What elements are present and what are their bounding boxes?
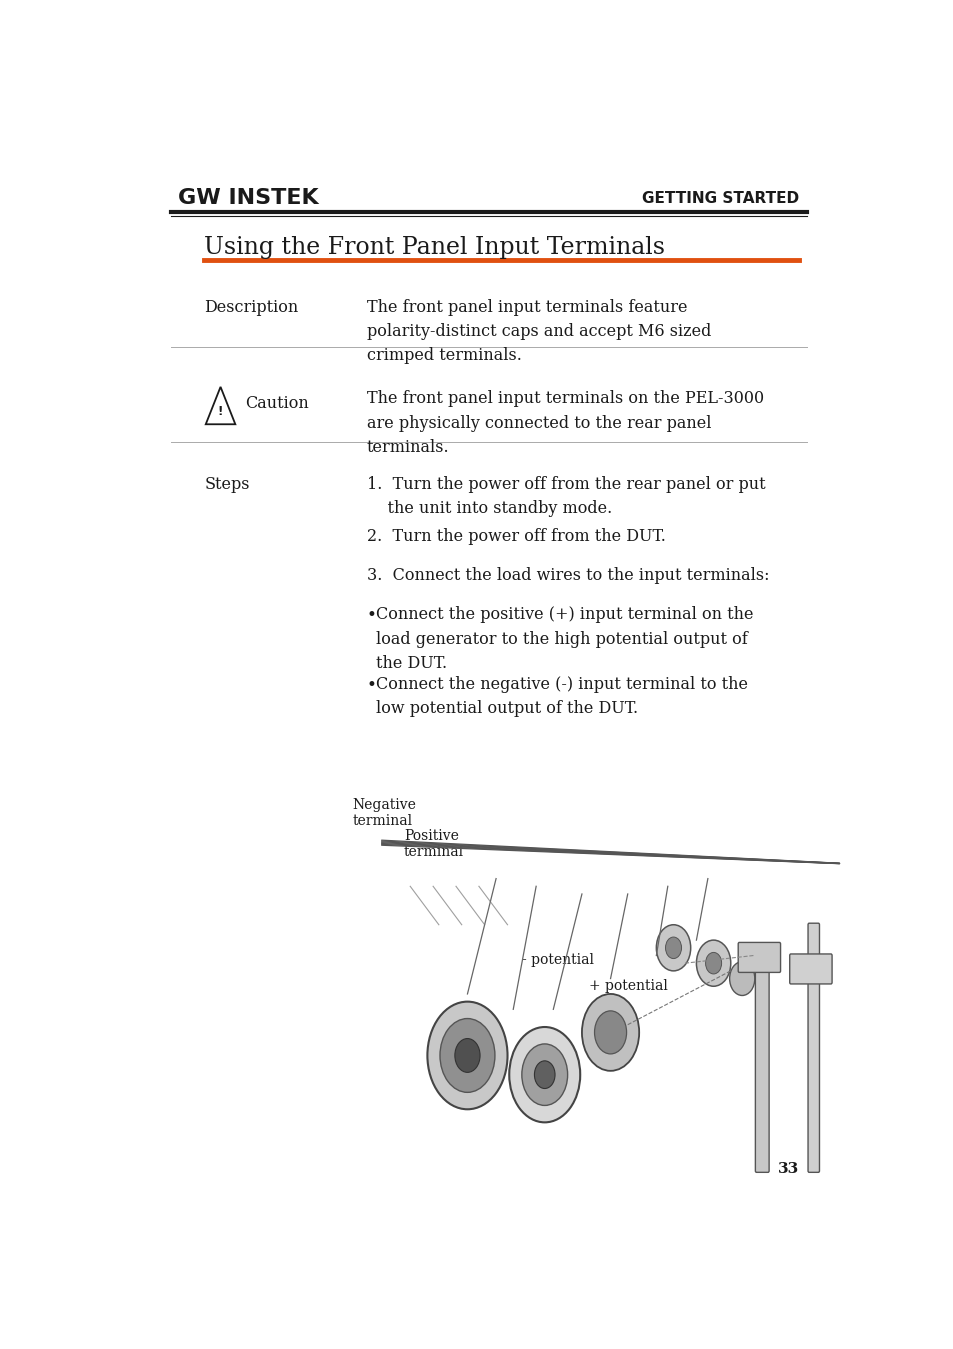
Circle shape [696,940,730,986]
Circle shape [509,1027,579,1122]
Text: The front panel input terminals on the PEL-3000
are physically connected to the : The front panel input terminals on the P… [367,390,763,456]
Circle shape [594,1010,626,1054]
Circle shape [534,1060,555,1089]
Text: The front panel input terminals feature
polarity-distinct caps and accept M6 siz: The front panel input terminals feature … [367,299,711,364]
Text: GW INSTEK: GW INSTEK [178,189,318,208]
Text: Using the Front Panel Input Terminals: Using the Front Panel Input Terminals [204,236,664,259]
Text: GETTING STARTED: GETTING STARTED [641,190,799,206]
Text: Caution: Caution [245,394,309,411]
Circle shape [729,962,754,996]
Circle shape [656,925,690,971]
Circle shape [427,1001,507,1109]
Circle shape [705,952,720,974]
Circle shape [665,938,680,959]
Circle shape [455,1039,479,1072]
Text: Steps: Steps [204,476,250,492]
Circle shape [581,994,639,1071]
Text: Connect the positive (+) input terminal on the
load generator to the high potent: Connect the positive (+) input terminal … [375,607,753,672]
Text: - potential: - potential [521,954,594,967]
Text: 1.  Turn the power off from the rear panel or put
    the unit into standby mode: 1. Turn the power off from the rear pane… [367,476,764,517]
Text: Negative
terminal: Negative terminal [352,797,416,828]
FancyBboxPatch shape [807,923,819,1172]
Text: 3.  Connect the load wires to the input terminals:: 3. Connect the load wires to the input t… [367,567,769,584]
Text: 2.  Turn the power off from the DUT.: 2. Turn the power off from the DUT. [367,527,665,545]
Circle shape [521,1044,567,1105]
Text: !: ! [217,406,223,418]
Text: •: • [367,607,376,625]
Text: Connect the negative (-) input terminal to the
low potential output of the DUT.: Connect the negative (-) input terminal … [375,676,747,718]
Text: •: • [367,676,376,693]
Text: Positive
terminal: Positive terminal [403,828,463,859]
FancyBboxPatch shape [789,954,831,983]
FancyBboxPatch shape [738,943,780,973]
Text: + potential: + potential [588,979,667,993]
Text: 33: 33 [778,1163,799,1176]
Text: Description: Description [204,299,298,316]
FancyBboxPatch shape [755,954,768,1172]
Circle shape [439,1018,495,1093]
